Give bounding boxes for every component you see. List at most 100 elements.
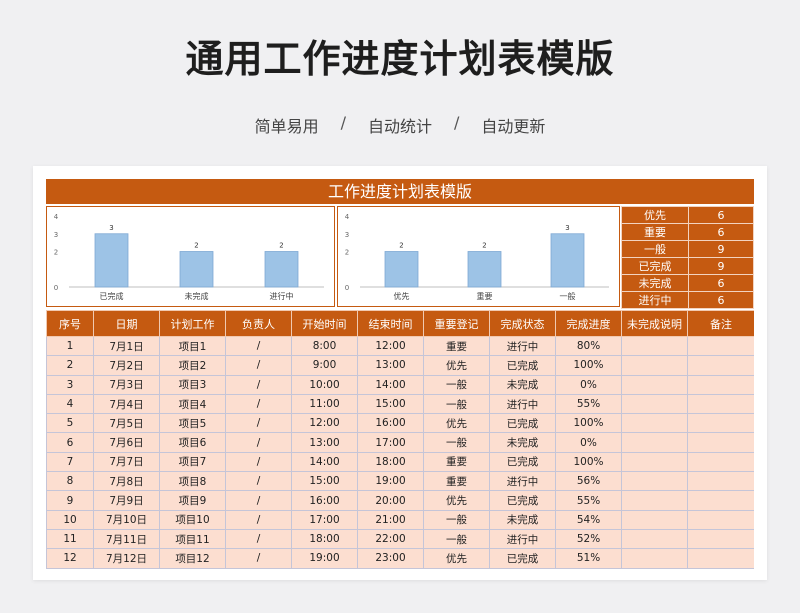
table-cell[interactable]: 优先 (423, 355, 490, 376)
table-cell[interactable]: 0% (555, 432, 622, 453)
table-cell[interactable]: 6 (46, 432, 94, 453)
table-cell[interactable]: 项目1 (159, 335, 226, 357)
table-cell[interactable]: 项目10 (159, 509, 226, 530)
table-cell[interactable]: 7月2日 (93, 355, 160, 376)
column-header[interactable]: 日期 (93, 310, 160, 337)
table-cell[interactable]: / (225, 528, 292, 550)
table-cell[interactable]: 11:00 (291, 393, 358, 415)
summary-value[interactable]: 6 (688, 291, 754, 309)
table-cell[interactable] (621, 335, 688, 357)
table-cell[interactable]: 进行中 (489, 393, 556, 415)
table-cell[interactable]: 已完成 (489, 451, 556, 473)
table-cell[interactable]: 100% (555, 413, 622, 434)
table-cell[interactable]: 12:00 (357, 335, 424, 357)
table-cell[interactable]: 18:00 (291, 528, 358, 550)
table-cell[interactable] (687, 471, 754, 492)
table-cell[interactable]: 16:00 (291, 490, 358, 511)
table-cell[interactable]: 一般 (423, 374, 490, 395)
column-header[interactable]: 备注 (687, 310, 754, 337)
table-cell[interactable]: 5 (46, 413, 94, 434)
table-cell[interactable]: 7月10日 (93, 509, 160, 530)
table-cell[interactable]: 19:00 (291, 548, 358, 569)
table-cell[interactable]: 4 (46, 393, 94, 415)
column-header[interactable]: 计划工作 (159, 310, 226, 337)
table-cell[interactable]: 54% (555, 509, 622, 530)
summary-value[interactable]: 6 (688, 274, 754, 292)
table-cell[interactable]: 项目4 (159, 393, 226, 415)
table-cell[interactable] (621, 471, 688, 492)
table-cell[interactable]: 23:00 (357, 548, 424, 569)
table-cell[interactable]: 55% (555, 490, 622, 511)
table-cell[interactable]: 13:00 (357, 355, 424, 376)
table-cell[interactable]: 7月4日 (93, 393, 160, 415)
table-cell[interactable]: 52% (555, 528, 622, 550)
table-cell[interactable]: 进行中 (489, 335, 556, 357)
table-cell[interactable]: 16:00 (357, 413, 424, 434)
table-cell[interactable]: 一般 (423, 432, 490, 453)
table-cell[interactable]: 未完成 (489, 432, 556, 453)
table-cell[interactable]: 7月9日 (93, 490, 160, 511)
table-cell[interactable]: / (225, 509, 292, 530)
table-cell[interactable] (687, 335, 754, 357)
table-cell[interactable]: 9 (46, 490, 94, 511)
table-cell[interactable] (621, 374, 688, 395)
table-cell[interactable]: 13:00 (291, 432, 358, 453)
table-cell[interactable] (687, 528, 754, 550)
table-cell[interactable]: 100% (555, 355, 622, 376)
table-cell[interactable]: 已完成 (489, 413, 556, 434)
table-cell[interactable]: 已完成 (489, 548, 556, 569)
table-cell[interactable] (687, 413, 754, 434)
table-cell[interactable]: 7月6日 (93, 432, 160, 453)
table-cell[interactable]: / (225, 451, 292, 473)
table-cell[interactable]: 一般 (423, 393, 490, 415)
table-cell[interactable]: 7月1日 (93, 335, 160, 357)
table-cell[interactable]: 7月5日 (93, 413, 160, 434)
table-cell[interactable]: 进行中 (489, 471, 556, 492)
table-cell[interactable]: 100% (555, 451, 622, 473)
table-cell[interactable]: 10:00 (291, 374, 358, 395)
table-cell[interactable] (687, 548, 754, 569)
table-cell[interactable]: 7 (46, 451, 94, 473)
table-cell[interactable]: / (225, 471, 292, 492)
summary-label[interactable]: 优先 (621, 206, 689, 224)
table-cell[interactable]: 7月11日 (93, 528, 160, 550)
table-cell[interactable]: 进行中 (489, 528, 556, 550)
table-cell[interactable]: / (225, 413, 292, 434)
table-cell[interactable]: 项目9 (159, 490, 226, 511)
table-cell[interactable]: 55% (555, 393, 622, 415)
table-cell[interactable] (687, 393, 754, 415)
table-cell[interactable] (621, 548, 688, 569)
table-cell[interactable]: / (225, 548, 292, 569)
table-cell[interactable]: 项目2 (159, 355, 226, 376)
table-cell[interactable]: 18:00 (357, 451, 424, 473)
table-cell[interactable] (621, 451, 688, 473)
table-cell[interactable]: 8:00 (291, 335, 358, 357)
table-cell[interactable]: 3 (46, 374, 94, 395)
table-cell[interactable]: 项目11 (159, 528, 226, 550)
table-cell[interactable]: / (225, 393, 292, 415)
summary-label[interactable]: 一般 (621, 240, 689, 258)
table-cell[interactable]: 项目7 (159, 451, 226, 473)
summary-value[interactable]: 6 (688, 223, 754, 241)
summary-label[interactable]: 已完成 (621, 257, 689, 275)
table-cell[interactable] (687, 374, 754, 395)
table-cell[interactable] (687, 490, 754, 511)
table-cell[interactable]: 10 (46, 509, 94, 530)
table-cell[interactable]: 优先 (423, 490, 490, 511)
table-cell[interactable]: 8 (46, 471, 94, 492)
table-cell[interactable]: 14:00 (357, 374, 424, 395)
column-header[interactable]: 开始时间 (291, 310, 358, 337)
table-cell[interactable]: 项目8 (159, 471, 226, 492)
table-cell[interactable]: 17:00 (291, 509, 358, 530)
table-cell[interactable]: 0% (555, 374, 622, 395)
table-cell[interactable]: 重要 (423, 335, 490, 357)
column-header[interactable]: 序号 (46, 310, 94, 337)
table-cell[interactable] (621, 432, 688, 453)
table-cell[interactable]: 14:00 (291, 451, 358, 473)
table-cell[interactable]: 17:00 (357, 432, 424, 453)
table-cell[interactable] (687, 432, 754, 453)
table-cell[interactable]: / (225, 432, 292, 453)
table-cell[interactable]: 一般 (423, 528, 490, 550)
summary-label[interactable]: 未完成 (621, 274, 689, 292)
table-cell[interactable]: / (225, 335, 292, 357)
